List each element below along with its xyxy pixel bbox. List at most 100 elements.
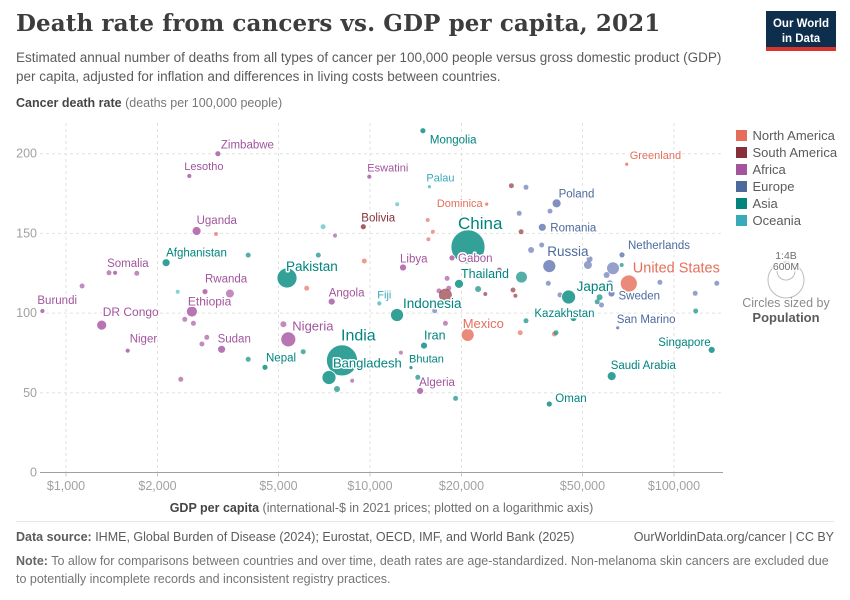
country-label-bangladesh[interactable]: Bangladesh bbox=[332, 354, 404, 372]
country-label-poland[interactable]: Poland bbox=[557, 187, 596, 202]
legend-item-asia[interactable]: Asia bbox=[736, 195, 837, 212]
data-point-oman[interactable] bbox=[545, 400, 553, 408]
data-point-unlabeled[interactable] bbox=[430, 229, 435, 234]
data-point-unlabeled[interactable] bbox=[516, 210, 522, 216]
country-label-angola[interactable]: Angola bbox=[327, 286, 366, 301]
country-label-algeria[interactable]: Algeria bbox=[418, 375, 457, 390]
data-point-unlabeled[interactable] bbox=[606, 280, 613, 287]
data-point-zimbabwe[interactable] bbox=[214, 150, 222, 158]
data-point-mongolia[interactable] bbox=[419, 127, 427, 135]
country-label-china[interactable]: China bbox=[457, 212, 505, 234]
country-label-sudan[interactable]: Sudan bbox=[216, 332, 252, 347]
data-point-unlabeled[interactable] bbox=[432, 308, 438, 314]
owid-license-link[interactable]: OurWorldinData.org/cancer | CC BY bbox=[633, 530, 834, 544]
data-point-unlabeled[interactable] bbox=[523, 184, 529, 190]
data-point-unlabeled[interactable] bbox=[442, 320, 448, 326]
data-point-mexico[interactable] bbox=[460, 327, 475, 342]
country-label-eswatini[interactable]: Eswatini bbox=[366, 161, 410, 176]
data-point-unlabeled[interactable] bbox=[496, 267, 502, 273]
country-label-libya[interactable]: Libya bbox=[399, 252, 430, 267]
data-point-bolivia[interactable] bbox=[359, 223, 367, 231]
country-label-thailand[interactable]: Thailand bbox=[460, 265, 511, 282]
data-point-india[interactable] bbox=[326, 344, 358, 377]
data-point-unlabeled[interactable] bbox=[483, 292, 488, 296]
data-point-unlabeled[interactable] bbox=[599, 302, 604, 308]
data-point-unlabeled[interactable] bbox=[280, 321, 287, 328]
data-point-unlabeled[interactable] bbox=[106, 270, 112, 276]
data-point-kazakhstan[interactable] bbox=[569, 314, 578, 322]
country-label-sweden[interactable]: Sweden bbox=[617, 289, 662, 304]
country-label-romania[interactable]: Romania bbox=[549, 221, 599, 236]
data-point-unlabeled[interactable] bbox=[516, 271, 527, 283]
data-point-unlabeled[interactable] bbox=[199, 341, 205, 347]
data-point-unlabeled[interactable] bbox=[245, 252, 251, 258]
country-label-dominica[interactable]: Dominica bbox=[435, 197, 485, 212]
data-point-unlabeled[interactable] bbox=[300, 349, 306, 355]
data-point-unlabeled[interactable] bbox=[586, 256, 593, 263]
data-point-unlabeled[interactable] bbox=[350, 378, 355, 383]
data-point-angola[interactable] bbox=[327, 297, 336, 306]
country-label-singapore[interactable]: Singapore bbox=[657, 335, 712, 350]
data-point-greenland[interactable] bbox=[624, 161, 630, 167]
data-point-unlabeled[interactable] bbox=[619, 263, 624, 267]
data-point-unlabeled[interactable] bbox=[178, 376, 184, 382]
country-label-greenland[interactable]: Greenland bbox=[628, 149, 682, 164]
data-point-pakistan[interactable] bbox=[276, 267, 298, 289]
data-point-romania[interactable] bbox=[537, 222, 547, 232]
data-point-unlabeled[interactable] bbox=[553, 330, 559, 336]
data-point-unlabeled[interactable] bbox=[528, 247, 535, 253]
data-point-nigeria[interactable] bbox=[280, 331, 297, 348]
data-point-netherlands[interactable] bbox=[618, 251, 626, 259]
country-label-nepal[interactable]: Nepal bbox=[265, 351, 298, 366]
country-label-russia[interactable]: Russia bbox=[546, 243, 591, 261]
data-point-unlabeled[interactable] bbox=[245, 356, 251, 362]
country-label-ethiopia[interactable]: Ethiopia bbox=[186, 293, 233, 310]
data-point-gabon[interactable] bbox=[448, 254, 456, 262]
country-label-united-states[interactable]: United States bbox=[631, 259, 721, 278]
country-label-oman[interactable]: Oman bbox=[554, 392, 588, 407]
data-point-unlabeled[interactable] bbox=[426, 237, 431, 242]
data-point-china[interactable] bbox=[450, 229, 486, 265]
data-point-unlabeled[interactable] bbox=[583, 261, 592, 269]
data-point-unlabeled[interactable] bbox=[79, 283, 85, 289]
country-label-uganda[interactable]: Uganda bbox=[195, 214, 239, 229]
data-point-lesotho[interactable] bbox=[186, 173, 193, 179]
country-label-bolivia[interactable]: Bolivia bbox=[360, 211, 397, 226]
data-point-fiji[interactable] bbox=[376, 300, 383, 307]
data-point-dominica[interactable] bbox=[484, 201, 490, 207]
owid-logo[interactable]: Our World in Data bbox=[766, 11, 836, 51]
legend-item-africa[interactable]: Africa bbox=[736, 161, 837, 178]
country-label-pakistan[interactable]: Pakistan bbox=[285, 258, 340, 276]
data-point-unlabeled[interactable] bbox=[225, 289, 234, 298]
country-label-mongolia[interactable]: Mongolia bbox=[428, 133, 478, 148]
data-point-unlabeled[interactable] bbox=[190, 320, 196, 326]
data-point-unlabeled[interactable] bbox=[539, 242, 545, 248]
country-label-burundi[interactable]: Burundi bbox=[36, 294, 79, 309]
data-point-unlabeled[interactable] bbox=[523, 318, 529, 324]
data-point-unlabeled[interactable] bbox=[204, 334, 210, 340]
data-point-unlabeled[interactable] bbox=[475, 286, 482, 292]
legend-item-oceania[interactable]: Oceania bbox=[736, 212, 837, 229]
country-label-mexico[interactable]: Mexico bbox=[461, 314, 505, 332]
data-point-indonesia[interactable] bbox=[390, 308, 404, 322]
data-point-poland[interactable] bbox=[551, 198, 562, 209]
data-point-unlabeled[interactable] bbox=[518, 229, 524, 235]
data-point-unlabeled[interactable] bbox=[361, 258, 367, 264]
data-point-libya[interactable] bbox=[399, 263, 407, 272]
data-point-algeria[interactable] bbox=[416, 386, 425, 395]
data-point-unlabeled[interactable] bbox=[415, 374, 421, 380]
data-point-unlabeled[interactable] bbox=[304, 285, 310, 291]
data-point-unlabeled[interactable] bbox=[714, 280, 720, 286]
data-point-unlabeled[interactable] bbox=[425, 218, 430, 222]
data-point-eswatini[interactable] bbox=[366, 173, 373, 180]
data-point-dr-congo[interactable] bbox=[96, 319, 108, 331]
data-point-afghanistan[interactable] bbox=[161, 258, 171, 268]
country-label-somalia[interactable]: Somalia bbox=[106, 256, 151, 271]
data-point-iran[interactable] bbox=[420, 341, 428, 350]
data-point-unlabeled[interactable] bbox=[545, 280, 551, 286]
country-label-nigeria[interactable]: Nigeria bbox=[291, 317, 336, 335]
data-point-unlabeled[interactable] bbox=[444, 275, 450, 281]
country-label-bhutan[interactable]: Bhutan bbox=[408, 352, 446, 367]
country-label-rwanda[interactable]: Rwanda bbox=[204, 272, 250, 287]
data-point-unlabeled[interactable] bbox=[398, 350, 403, 355]
